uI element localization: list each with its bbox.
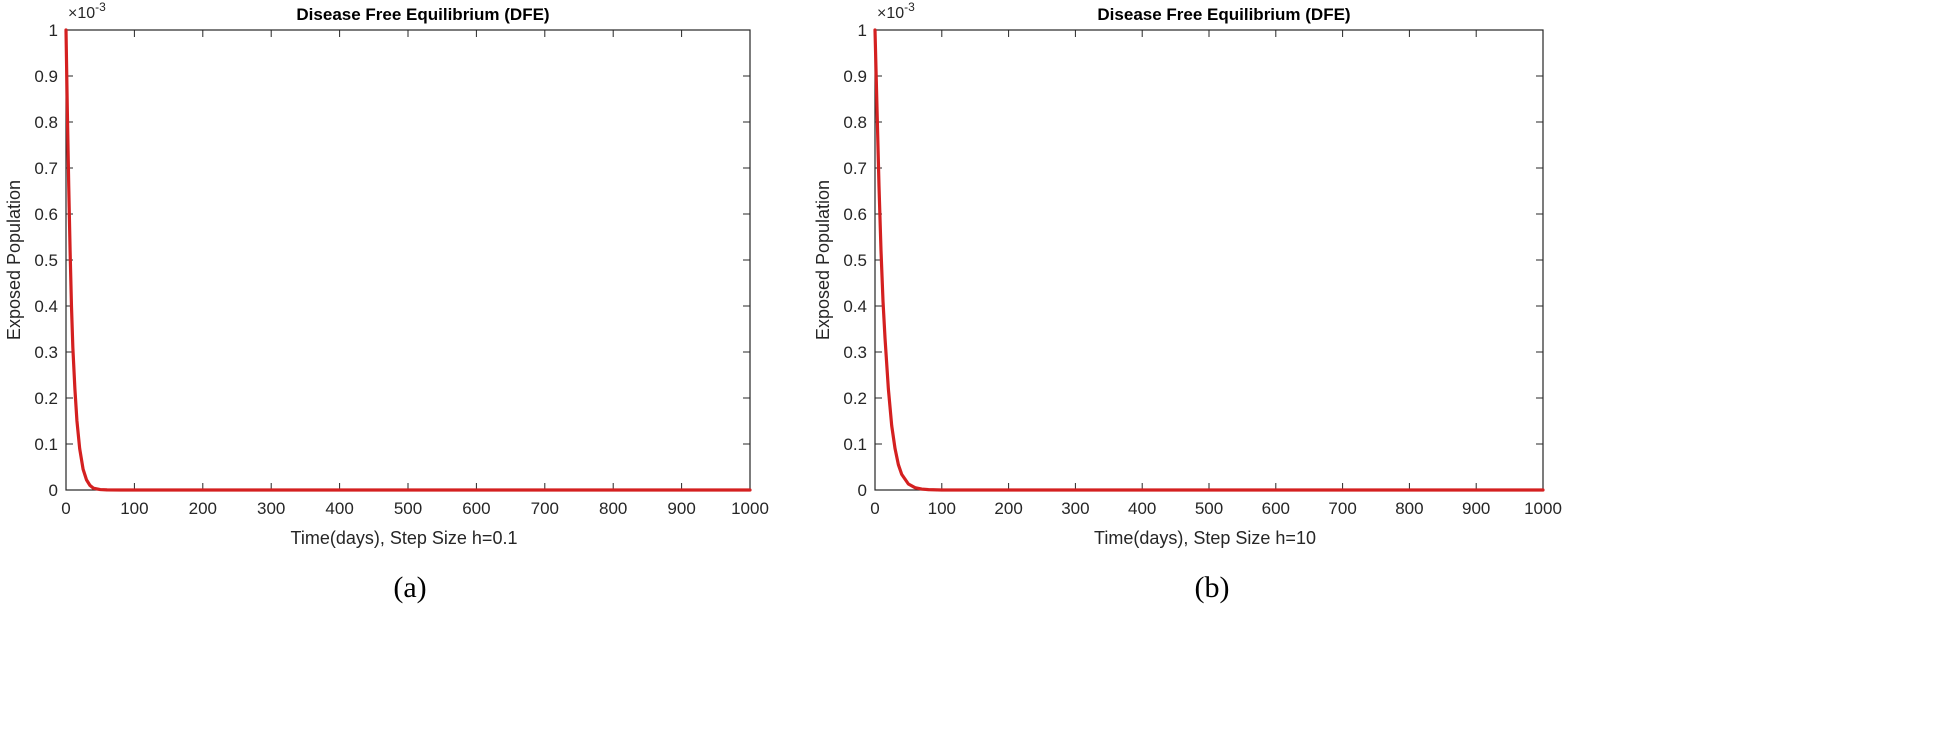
y-tick-label: 0.6: [843, 205, 867, 224]
x-tick-label: 400: [325, 499, 353, 518]
chart-title: Disease Free Equilibrium (DFE): [296, 5, 549, 24]
y-exponent-base: ×10: [68, 5, 95, 22]
x-tick-label: 600: [1262, 499, 1290, 518]
y-tick-label: 0.5: [34, 251, 58, 270]
y-exponent-power: -3: [904, 0, 915, 14]
y-axis-label: Exposed Population: [4, 180, 24, 340]
y-tick-label: 0.7: [34, 159, 58, 178]
x-tick-label: 600: [462, 499, 490, 518]
y-tick-label: 0.3: [843, 343, 867, 362]
chart-panel-a: 0 100 200 300 400 500 600 700 800 900 1000 0 0.1 0.2 0…: [4, 0, 769, 604]
x-tick-label: 900: [1462, 499, 1490, 518]
y-tick-label: 0.4: [843, 297, 867, 316]
plot-frame: [65, 29, 751, 491]
y-tick-label: 0.7: [843, 159, 867, 178]
chart-panel-b: 0 100 200 300 400 500 600 700 800 900 1000 0 0.1 0.2 0…: [813, 0, 1562, 604]
x-tick-label: 100: [120, 499, 148, 518]
x-axis-label: Time(days), Step Size h=10: [1094, 528, 1316, 548]
y-tick-label: 0.2: [843, 389, 867, 408]
y-tick-label: 0.6: [34, 205, 58, 224]
y-tick-label: 0.9: [34, 67, 58, 86]
x-tick-label: 1000: [1524, 499, 1562, 518]
y-tick-label: 1: [49, 21, 58, 40]
y-tick-label: 0.5: [843, 251, 867, 270]
y-tick-label: 0.4: [34, 297, 58, 316]
x-tick-label: 200: [994, 499, 1022, 518]
x-tick-label: 800: [1395, 499, 1423, 518]
y-exponent-base: ×10: [877, 5, 904, 22]
y-tick-label: 0.9: [843, 67, 867, 86]
y-tick-label: 0.3: [34, 343, 58, 362]
y-tick-label: 0.1: [34, 435, 58, 454]
y-tick-label: 0.8: [843, 113, 867, 132]
y-tick-label: 0: [858, 481, 867, 500]
chart-title: Disease Free Equilibrium (DFE): [1097, 5, 1350, 24]
x-axis-label: Time(days), Step Size h=0.1: [291, 528, 518, 548]
x-tick-label: 1000: [731, 499, 769, 518]
x-tick-label: 700: [531, 499, 559, 518]
panel-caption: (b): [1195, 571, 1230, 604]
x-tick-label: 500: [394, 499, 422, 518]
y-tick-label: 0.1: [843, 435, 867, 454]
x-tick-label: 400: [1128, 499, 1156, 518]
y-tick-label: 0: [49, 481, 58, 500]
y-exponent-power: -3: [95, 0, 106, 14]
x-tick-label: 0: [870, 499, 879, 518]
x-tick-label: 900: [667, 499, 695, 518]
x-tick-label: 300: [257, 499, 285, 518]
y-tick-label: 0.2: [34, 389, 58, 408]
y-exponent-label: ×10-3: [68, 0, 106, 22]
x-tick-label: 200: [189, 499, 217, 518]
x-tick-label: 300: [1061, 499, 1089, 518]
x-tick-label: 800: [599, 499, 627, 518]
x-tick-label: 0: [61, 499, 70, 518]
series-line: [64, 28, 752, 492]
x-tick-label: 700: [1328, 499, 1356, 518]
y-axis-label: Exposed Population: [813, 180, 833, 340]
x-tick-label: 500: [1195, 499, 1223, 518]
y-tick-label: 0.8: [34, 113, 58, 132]
plot-frame: [874, 29, 1544, 491]
panel-caption: (a): [393, 571, 426, 604]
y-tick-label: 1: [858, 21, 867, 40]
x-tick-label: 100: [928, 499, 956, 518]
series-line: [873, 28, 1545, 492]
y-exponent-label: ×10-3: [877, 0, 915, 22]
